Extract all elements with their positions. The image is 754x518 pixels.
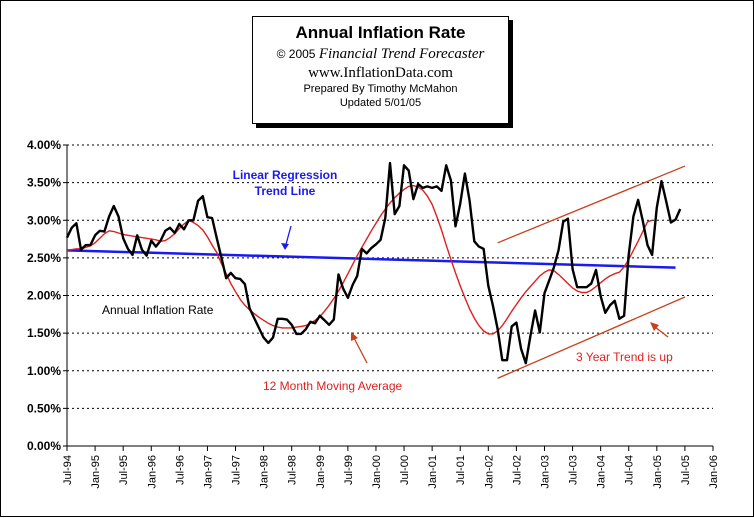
moving-average-arrowhead xyxy=(351,332,358,341)
annual-inflation-line xyxy=(65,161,682,365)
x-tick-label: Jul-02 xyxy=(511,455,523,485)
x-tick-label: Jul-99 xyxy=(343,455,355,485)
copyright-line: © 2005 Financial Trend Forecaster xyxy=(253,46,508,62)
trend-label: 3 Year Trend is up xyxy=(576,350,673,364)
x-tick-label: Jan-04 xyxy=(596,455,608,489)
regression-arrowhead xyxy=(281,243,289,250)
x-tick-label: Jan-05 xyxy=(652,455,664,489)
x-tick-label: Jan-96 xyxy=(146,455,158,489)
gridlines xyxy=(67,144,713,409)
x-axis-ticks: Jul-94 Jan-95 Jul-95 Jan-96 Jul-96 Jan-97 Jul-… xyxy=(62,446,720,489)
chart-title: Annual Inflation Rate xyxy=(295,23,466,42)
x-tick-label: Jul-95 xyxy=(118,455,130,485)
moving-average-label: 12 Month Moving Average xyxy=(263,379,403,393)
x-tick-label: Jul-97 xyxy=(231,455,243,485)
updated-date: Updated 5/01/05 xyxy=(339,97,422,109)
y-tick-label: 2.00% xyxy=(27,289,61,303)
x-tick-label: Jul-01 xyxy=(455,455,467,485)
y-tick-label: 0.50% xyxy=(27,401,61,415)
y-tick-label: 1.00% xyxy=(27,364,61,378)
copyright: © 2005 xyxy=(276,47,316,61)
x-tick-label: Jul-00 xyxy=(399,455,411,485)
x-tick-label: Jul-03 xyxy=(568,455,580,485)
regression-line xyxy=(66,249,676,269)
moving-average-arrow xyxy=(353,337,368,364)
chart-title-box: Annual Inflation Rate © 2005 Financial T… xyxy=(252,16,509,124)
trend-channel-lower xyxy=(497,296,686,379)
x-tick-label: Jul-94 xyxy=(62,455,74,485)
y-tick-label: 3.00% xyxy=(27,213,61,227)
trend-channel-upper xyxy=(497,165,686,244)
regression-label-line2: Trend Line xyxy=(255,184,316,198)
y-axis-ticks: 0.00% 0.50% 1.00% 1.50% 2.00% 2.50% 3.00% 3.50%… xyxy=(27,138,67,453)
trend-arrow xyxy=(654,326,669,338)
publisher: Financial Trend Forecaster xyxy=(318,46,485,62)
x-tick-label: Jul-04 xyxy=(624,455,636,485)
x-tick-label: Jan-99 xyxy=(315,455,327,489)
trend-arrowhead xyxy=(650,322,659,331)
y-tick-label: 3.50% xyxy=(27,176,61,190)
x-tick-label: Jan-98 xyxy=(259,455,271,489)
y-tick-label: 0.00% xyxy=(27,439,61,453)
y-tick-label: 1.50% xyxy=(27,326,61,340)
prepared-by: Prepared By Timothy McMahon xyxy=(303,83,458,95)
x-tick-label: Jan-03 xyxy=(539,455,551,489)
x-tick-label: Jan-00 xyxy=(371,455,383,489)
x-tick-label: Jan-01 xyxy=(427,455,439,489)
moving-average-line xyxy=(66,184,653,335)
annual-label: Annual Inflation Rate xyxy=(102,303,214,317)
x-tick-label: Jan-02 xyxy=(483,455,495,489)
y-tick-label: 4.00% xyxy=(27,138,61,152)
x-tick-label: Jan-97 xyxy=(202,455,214,489)
x-tick-label: Jul-96 xyxy=(174,455,186,485)
website: www.InflationData.com xyxy=(308,65,453,81)
y-tick-label: 2.50% xyxy=(27,251,61,265)
x-tick-label: Jul-05 xyxy=(680,455,692,485)
regression-label-line1: Linear Regression xyxy=(233,168,338,182)
x-tick-label: Jul-98 xyxy=(287,455,299,485)
x-tick-label: Jan-95 xyxy=(90,455,102,489)
x-tick-label: Jan-06 xyxy=(708,455,720,489)
